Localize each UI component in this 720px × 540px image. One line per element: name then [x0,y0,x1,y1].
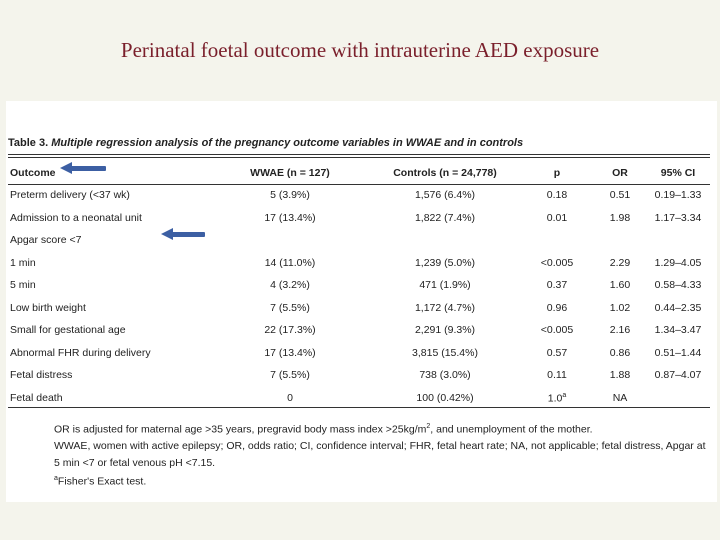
table-header-row: Outcome WWAE (n = 127) Controls (n = 24,… [8,162,712,184]
regression-table: Outcome WWAE (n = 127) Controls (n = 24,… [8,162,712,409]
table-panel: Table 3. Multiple regression analysis of… [6,101,717,502]
left-arrow-icon [161,228,205,241]
cell-or: 1.02 [609,301,631,314]
cell-or: 1.98 [609,211,631,224]
cell-or: 1.60 [609,279,631,292]
cell-outcome: Small for gestational age [10,324,126,337]
cell-or: NA [612,391,628,404]
cell-or: 0.86 [609,346,631,359]
cell-p: 0.57 [546,346,568,359]
cell-outcome: Apgar score <7 [10,234,82,247]
cell-controls: 1,822 (7.4%) [414,211,476,224]
table-row: Small for gestational age 22 (17.3%) 2,291… [8,319,712,342]
cell-controls [372,229,518,252]
cell-wwae: 17 (13.4%) [264,211,316,224]
header-controls: Controls (n = 24,778) [393,167,497,179]
cell-ci [644,387,712,410]
cell-outcome: Preterm delivery (<37 wk) [10,189,130,202]
table-label: Table 3. [8,137,49,149]
cell-wwae: 22 (17.3%) [264,324,316,337]
table-row: Fetal distress 7 (5.5%) 738 (3.0%) 0.11 1.88… [8,364,712,387]
header-outcome: Outcome [10,167,56,179]
header-ci: 95% CI [660,167,696,179]
cell-ci: 0.87–4.07 [654,369,702,382]
cell-controls: 2,291 (9.3%) [414,324,476,337]
note-abbreviations: WWAE, women with active epilepsy; OR, od… [54,440,706,469]
table-row: 1 min 14 (11.0%) 1,239 (5.0%) <0.005 2.29 1.2… [8,252,712,275]
slide-title: Perinatal foetal outcome with intrauteri… [120,38,600,62]
table-rule-bottom [8,407,710,408]
cell-ci: 0.19–1.33 [654,189,702,202]
table-notes: OR is adjusted for maternal age >35 year… [54,419,714,490]
table-row: Preterm delivery (<37 wk) 5 (3.9%) 1,576 (… [8,184,712,207]
cell-outcome: 5 min [10,279,36,292]
table-row: 5 min 4 (3.2%) 471 (1.9%) 0.37 1.60 0.58–4.33 [8,274,712,297]
table-rule-header [8,184,710,185]
cell-ci: 0.58–4.33 [654,279,702,292]
cell-controls: 738 (3.0%) [419,369,471,382]
cell-controls: 1,172 (4.7%) [414,301,476,314]
cell-wwae: 14 (11.0%) [264,256,316,269]
cell-p: <0.005 [540,324,574,337]
table-row: Fetal death 0 100 (0.42%) 1.0a NA [8,387,712,410]
cell-or: 0.51 [609,189,631,202]
cell-outcome: Fetal distress [10,369,73,382]
table-row: Abnormal FHR during delivery 17 (13.4%) 3,… [8,342,712,365]
header-wwae: WWAE (n = 127) [250,167,330,179]
cell-controls: 3,815 (15.4%) [412,346,478,359]
cell-controls: 1,239 (5.0%) [414,256,476,269]
cell-or [596,229,644,252]
cell-wwae: 5 (3.9%) [270,189,310,202]
cell-ci: 1.29–4.05 [654,256,702,269]
cell-or: 2.29 [609,256,631,269]
table-row: Apgar score <7 [8,229,712,252]
cell-ci: 0.51–1.44 [654,346,702,359]
cell-outcome: Low birth weight [10,301,86,314]
cell-or: 1.88 [609,369,631,382]
cell-controls: 471 (1.9%) [419,279,471,292]
cell-wwae: 7 (5.5%) [270,301,310,314]
cell-ci: 1.34–3.47 [654,324,702,337]
cell-controls: 1,576 (6.4%) [414,189,476,202]
table-rule-top-2 [8,157,710,158]
cell-p: 0.96 [546,301,568,314]
cell-p: <0.005 [540,256,574,269]
cell-p: 1.0a [547,391,567,405]
cell-wwae: 0 [287,391,293,404]
cell-outcome: 1 min [10,256,36,269]
header-or: OR [612,167,628,179]
table-row: Low birth weight 7 (5.5%) 1,172 (4.7%) 0.96… [8,297,712,320]
table-rule-top [8,154,710,155]
cell-controls: 100 (0.42%) [416,391,474,404]
cell-ci [644,229,712,252]
cell-outcome: Abnormal FHR during delivery [10,346,151,359]
cell-p: 0.18 [546,189,568,202]
cell-wwae: 17 (13.4%) [264,346,316,359]
note-fisher: aFisher's Exact test. [54,475,147,488]
table-row: Admission to a neonatal unit 17 (13.4%) 1,… [8,207,712,230]
cell-outcome: Admission to a neonatal unit [10,211,142,224]
note-adjustment: OR is adjusted for maternal age >35 year… [54,423,593,436]
cell-p: 0.01 [546,211,568,224]
left-arrow-icon [60,162,106,175]
cell-p: 0.11 [547,369,567,382]
cell-p [518,229,596,252]
cell-ci: 0.44–2.35 [654,301,702,314]
table-caption: Multiple regression analysis of the preg… [51,137,524,149]
cell-p: 0.37 [546,279,568,292]
cell-outcome: Fetal death [10,391,63,404]
cell-wwae: 7 (5.5%) [270,369,310,382]
cell-ci: 1.17–3.34 [654,211,702,224]
cell-wwae [208,229,372,252]
header-p: p [553,167,561,179]
cell-wwae: 4 (3.2%) [270,279,310,292]
table-title: Table 3. Multiple regression analysis of… [8,137,523,149]
cell-or: 2.16 [609,324,631,337]
